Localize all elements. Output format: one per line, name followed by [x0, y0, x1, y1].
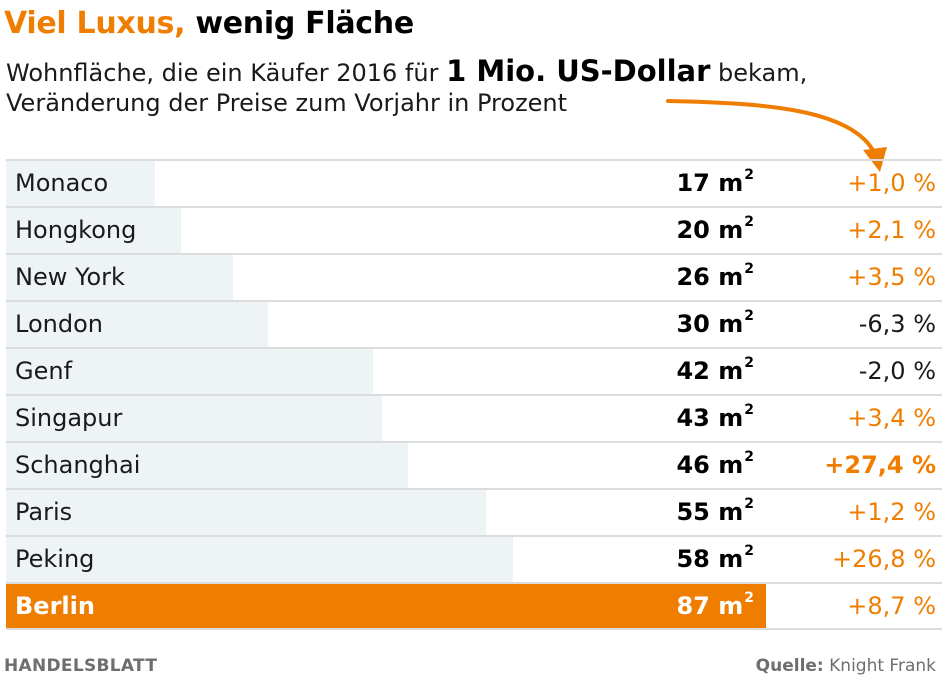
table-row: Genf 42 m2 -2,0 % — [6, 347, 942, 394]
area-unit-superscript: 2 — [744, 214, 754, 230]
area-value-text: 20 m — [676, 216, 744, 244]
price-change: -6,3 % — [858, 310, 936, 338]
table-row: London 30 m2 -6,3 % — [6, 300, 942, 347]
area-value: 87 m2 — [676, 584, 754, 629]
city-label: Hongkong — [15, 216, 137, 244]
city-label: New York — [15, 263, 125, 291]
bottom-divider — [6, 628, 942, 630]
city-label: London — [15, 310, 103, 338]
area-unit-superscript: 2 — [744, 402, 754, 418]
area-value-text: 55 m — [676, 498, 744, 526]
area-unit-superscript: 2 — [744, 261, 754, 277]
table-row: Schanghai 46 m2 +27,4 % — [6, 441, 942, 488]
subtitle-emphasis: 1 Mio. US-Dollar — [446, 54, 711, 88]
price-change: -2,0 % — [858, 357, 936, 385]
city-label: Monaco — [15, 169, 109, 197]
table-row: Hongkong 20 m2 +2,1 % — [6, 206, 942, 253]
brand-logo: HANDELSBLATT — [4, 656, 158, 676]
area-unit-superscript: 2 — [744, 543, 754, 559]
area-unit-superscript: 2 — [744, 496, 754, 512]
area-value: 43 m2 — [676, 396, 754, 441]
title-rest: wenig Fläche — [195, 6, 414, 41]
table-row: Monaco 17 m2 +1,0 % — [6, 159, 942, 206]
bar — [6, 302, 268, 347]
title-accent: Viel Luxus, — [4, 6, 186, 41]
bar — [6, 396, 382, 441]
price-change: +27,4 % — [824, 451, 936, 479]
area-value-text: 42 m — [676, 357, 744, 385]
area-value: 26 m2 — [676, 255, 754, 300]
area-value-text: 43 m — [676, 404, 744, 432]
area-value: 46 m2 — [676, 443, 754, 488]
city-label: Paris — [15, 498, 73, 526]
area-value: 42 m2 — [676, 349, 754, 394]
area-value: 55 m2 — [676, 490, 754, 535]
bar — [6, 490, 486, 535]
area-value-text: 30 m — [676, 310, 744, 338]
area-value: 17 m2 — [676, 161, 754, 206]
area-value-text: 17 m — [676, 169, 744, 197]
area-value-text: 87 m — [676, 592, 744, 620]
price-change: +1,0 % — [847, 169, 936, 197]
table-row: Berlin 87 m2 +8,7 % — [6, 582, 942, 629]
area-value: 58 m2 — [676, 537, 754, 582]
city-label: Schanghai — [15, 451, 141, 479]
bar — [6, 443, 408, 488]
city-label: Singapur — [15, 404, 123, 432]
bar — [6, 349, 373, 394]
subtitle-pre: Wohnfläche, die ein Käufer 2016 für — [6, 59, 439, 87]
chart-title: Viel Luxus, wenig Fläche — [4, 6, 414, 41]
area-unit-superscript: 2 — [744, 590, 754, 606]
source-value: Knight Frank — [829, 656, 936, 676]
table-row: Paris 55 m2 +1,2 % — [6, 488, 942, 535]
price-change: +26,8 % — [832, 545, 936, 573]
table-row: Peking 58 m2 +26,8 % — [6, 535, 942, 582]
area-value: 30 m2 — [676, 302, 754, 347]
area-unit-superscript: 2 — [744, 167, 754, 183]
bar — [6, 255, 233, 300]
source-label: Quelle: — [755, 656, 824, 676]
price-change: +2,1 % — [847, 216, 936, 244]
bar — [6, 537, 513, 582]
area-value-text: 26 m — [676, 263, 744, 291]
city-label: Genf — [15, 357, 73, 385]
subtitle-line-2: Veränderung der Preise zum Vorjahr in Pr… — [6, 89, 568, 117]
chart-subtitle: Wohnfläche, die ein Käufer 2016 für 1 Mi… — [6, 56, 807, 118]
area-value-text: 46 m — [676, 451, 744, 479]
source-note: Quelle: Knight Frank — [756, 656, 936, 676]
subtitle-line-1: Wohnfläche, die ein Käufer 2016 für 1 Mi… — [6, 56, 807, 88]
bar — [6, 208, 181, 253]
table-row: Singapur 43 m2 +3,4 % — [6, 394, 942, 441]
price-change: +8,7 % — [847, 592, 936, 620]
data-table: Monaco 17 m2 +1,0 % Hongkong 20 m2 +2,1 % New … — [6, 159, 942, 629]
subtitle-post: bekam, — [718, 59, 808, 87]
bar — [6, 584, 766, 629]
area-value: 20 m2 — [676, 208, 754, 253]
area-unit-superscript: 2 — [744, 355, 754, 371]
table-row: New York 26 m2 +3,5 % — [6, 253, 942, 300]
price-change: +3,4 % — [847, 404, 936, 432]
city-label: Peking — [15, 545, 95, 573]
area-unit-superscript: 2 — [744, 308, 754, 324]
bar — [6, 161, 155, 206]
price-change: +3,5 % — [847, 263, 936, 291]
price-change: +1,2 % — [847, 498, 936, 526]
city-label: Berlin — [15, 592, 95, 620]
area-unit-superscript: 2 — [744, 449, 754, 465]
area-value-text: 58 m — [676, 545, 744, 573]
